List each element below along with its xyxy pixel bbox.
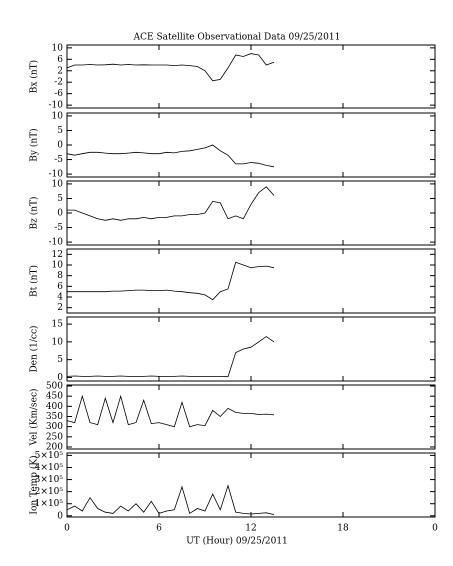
- y-tick-label: -10: [49, 101, 64, 111]
- data-line: [66, 53, 275, 82]
- data-line: [67, 186, 275, 221]
- x-tick-label: 0: [432, 524, 438, 534]
- y-tick-label: 10: [52, 111, 64, 121]
- y-tick-label: 200: [46, 442, 63, 452]
- data-line: [66, 394, 275, 428]
- y-axis-label: Ion Temp (K): [29, 455, 40, 514]
- y-tick-label: -2: [54, 78, 63, 88]
- y-tick-label: 1×10⁵: [35, 499, 64, 509]
- y-tick-label: 0: [57, 209, 63, 219]
- y-tick-label: 4×10⁵: [35, 463, 64, 473]
- y-tick-label: 15: [52, 320, 64, 330]
- y-tick-label: -5: [54, 223, 63, 233]
- y-tick-label: 6: [57, 282, 63, 292]
- y-tick-label: 500: [46, 382, 63, 392]
- y-tick-label: 450: [46, 392, 63, 402]
- data-line: [66, 336, 275, 378]
- y-tick-label: 300: [46, 422, 63, 432]
- y-tick-label: 0: [57, 373, 63, 383]
- y-tick-label: 350: [46, 412, 63, 422]
- y-tick-label: 2×10⁵: [35, 487, 64, 497]
- y-tick-label: 8: [57, 271, 63, 281]
- x-tick-label: 12: [245, 524, 256, 534]
- x-tick-label: 0: [64, 524, 70, 534]
- y-axis-label: Bz (nT): [29, 196, 40, 229]
- y-tick-label: 5: [57, 126, 63, 136]
- y-axis-label: By (nT): [29, 128, 40, 161]
- y-tick-label: 0: [57, 511, 63, 521]
- y-tick-label: 10: [52, 179, 64, 189]
- y-tick-label: 5: [57, 194, 63, 204]
- x-tick-label: 18: [337, 524, 349, 534]
- y-tick-label: 6: [57, 55, 63, 65]
- y-tick-label: 3×10⁵: [35, 475, 64, 485]
- data-line: [67, 261, 275, 301]
- y-axis-label: Den (1/cc): [29, 325, 40, 372]
- y-tick-label: 400: [46, 402, 63, 412]
- x-tick-label: 6: [156, 524, 162, 534]
- y-tick-label: 12: [52, 250, 63, 260]
- y-tick-label: 0: [57, 141, 63, 151]
- x-axis-label: UT (Hour) 09/25/2011: [186, 536, 288, 547]
- y-tick-label: 4: [57, 293, 63, 303]
- y-tick-label: 10: [52, 337, 64, 347]
- data-line: [66, 144, 275, 168]
- y-tick-label: -10: [49, 238, 64, 248]
- y-tick-label: 2: [57, 66, 63, 76]
- y-tick-label: -6: [54, 89, 63, 99]
- y-axis-label: Bt (nT): [29, 265, 40, 297]
- data-line: [66, 484, 275, 515]
- y-tick-label: 250: [46, 432, 63, 442]
- y-tick-label: -10: [49, 170, 64, 180]
- y-tick-label: 10: [52, 43, 64, 53]
- chart-title: ACE Satellite Observational Data 09/25/2…: [133, 33, 341, 43]
- y-axis-label: Vel (Km/sec): [29, 388, 40, 446]
- y-tick-label: 5: [57, 355, 63, 365]
- y-tick-label: 10: [52, 261, 64, 271]
- y-tick-label: 2: [57, 303, 63, 313]
- y-axis-label: Bx (nT): [29, 60, 40, 93]
- y-tick-label: 5×10⁵: [35, 451, 64, 461]
- y-tick-label: -5: [54, 155, 63, 165]
